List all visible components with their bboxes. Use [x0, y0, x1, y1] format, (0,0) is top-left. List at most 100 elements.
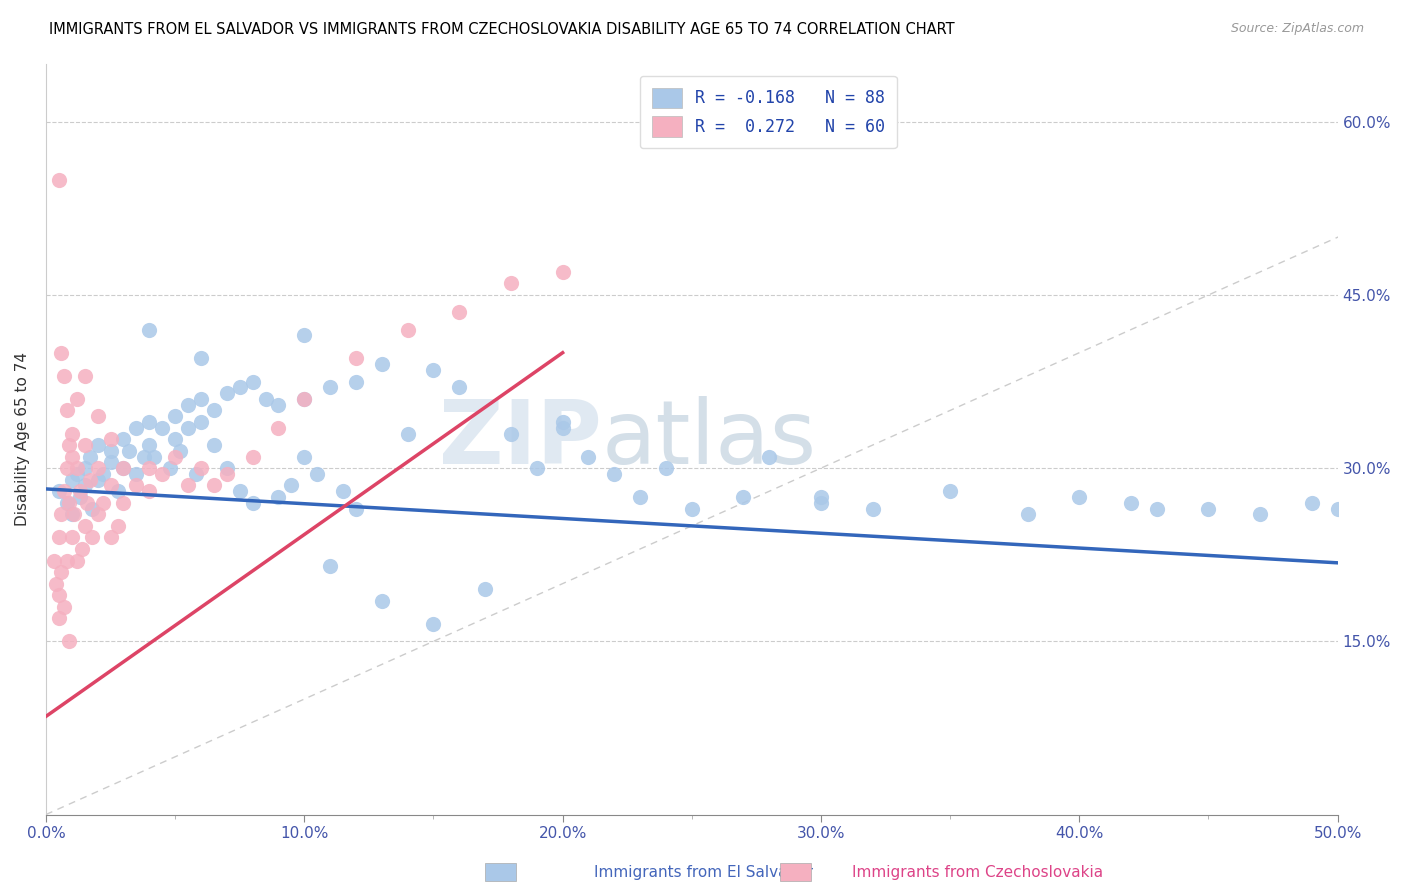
Point	[66, 461, 89, 475]
Point	[117, 443, 139, 458]
Point	[107, 519, 129, 533]
Point	[165, 432, 187, 446]
Point	[76, 496, 98, 510]
Point	[190, 351, 212, 366]
Point	[292, 392, 315, 406]
Point	[551, 415, 574, 429]
Point	[267, 398, 290, 412]
Y-axis label: Disability Age 65 to 74: Disability Age 65 to 74	[15, 352, 30, 526]
Point	[125, 421, 148, 435]
Point	[138, 415, 160, 429]
Point	[55, 461, 77, 475]
Point	[344, 351, 367, 366]
Point	[91, 496, 114, 510]
Point	[1119, 496, 1142, 510]
Point	[1069, 490, 1091, 504]
Point	[66, 467, 89, 481]
Point	[138, 438, 160, 452]
Point	[551, 265, 574, 279]
Point	[107, 484, 129, 499]
Point	[66, 553, 89, 567]
Point	[628, 490, 651, 504]
Point	[51, 508, 73, 522]
Point	[58, 438, 80, 452]
Point	[112, 461, 135, 475]
Point	[55, 496, 77, 510]
Point	[344, 375, 367, 389]
Point	[112, 432, 135, 446]
Point	[499, 277, 522, 291]
Text: Source: ZipAtlas.com: Source: ZipAtlas.com	[1230, 22, 1364, 36]
Point	[1146, 501, 1168, 516]
Point	[69, 484, 91, 499]
Point	[165, 409, 187, 424]
Point	[215, 467, 238, 481]
Point	[758, 450, 780, 464]
Point	[100, 478, 122, 492]
Text: atlas: atlas	[602, 396, 817, 483]
Point	[42, 553, 65, 567]
Point	[169, 443, 191, 458]
Point	[215, 386, 238, 401]
Point	[159, 461, 181, 475]
Point	[82, 501, 104, 516]
Point	[69, 490, 91, 504]
Point	[70, 541, 93, 556]
Point	[215, 461, 238, 475]
Point	[60, 530, 83, 544]
Point	[190, 461, 212, 475]
Point	[112, 496, 135, 510]
Point	[422, 363, 444, 377]
Point	[51, 565, 73, 579]
Text: Immigrants from El Salvador: Immigrants from El Salvador	[593, 865, 813, 880]
Point	[100, 455, 122, 469]
Point	[733, 490, 755, 504]
Point	[58, 496, 80, 510]
Text: IMMIGRANTS FROM EL SALVADOR VS IMMIGRANTS FROM CZECHOSLOVAKIA DISABILITY AGE 65 : IMMIGRANTS FROM EL SALVADOR VS IMMIGRANT…	[49, 22, 955, 37]
Point	[138, 461, 160, 475]
Legend: R = -0.168   N = 88, R =  0.272   N = 60: R = -0.168 N = 88, R = 0.272 N = 60	[640, 76, 897, 148]
Point	[138, 484, 160, 499]
Point	[73, 519, 96, 533]
Point	[73, 368, 96, 383]
Point	[73, 461, 96, 475]
Point	[202, 438, 225, 452]
Point	[100, 432, 122, 446]
Point	[202, 478, 225, 492]
Point	[422, 617, 444, 632]
Point	[267, 490, 290, 504]
Point	[681, 501, 703, 516]
Point	[810, 496, 832, 510]
Point	[344, 501, 367, 516]
Point	[332, 484, 354, 499]
Point	[48, 484, 70, 499]
Point	[150, 467, 173, 481]
Point	[449, 305, 471, 319]
Point	[125, 467, 148, 481]
Point	[1301, 496, 1323, 510]
Point	[58, 634, 80, 648]
Point	[112, 461, 135, 475]
Point	[143, 450, 166, 464]
Point	[48, 588, 70, 602]
Point	[165, 450, 187, 464]
Point	[551, 421, 574, 435]
Point	[60, 473, 83, 487]
Point	[242, 375, 264, 389]
Point	[86, 473, 108, 487]
Point	[396, 426, 419, 441]
Point	[177, 478, 200, 492]
Point	[150, 421, 173, 435]
Point	[48, 530, 70, 544]
Point	[51, 345, 73, 359]
Point	[474, 582, 496, 597]
Point	[190, 392, 212, 406]
Point	[55, 553, 77, 567]
Point	[1017, 508, 1039, 522]
Point	[177, 421, 200, 435]
Point	[267, 421, 290, 435]
Point	[63, 508, 86, 522]
Point	[60, 450, 83, 464]
Point	[79, 473, 101, 487]
Point	[53, 599, 76, 614]
